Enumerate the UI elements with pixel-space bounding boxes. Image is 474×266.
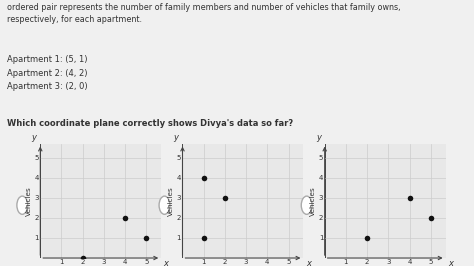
- Text: x: x: [306, 259, 311, 266]
- Text: x: x: [164, 259, 169, 266]
- Circle shape: [17, 196, 27, 214]
- Y-axis label: Vehicles: Vehicles: [26, 186, 32, 216]
- Text: ordered pair represents the number of family members and number of vehicles that: ordered pair represents the number of fa…: [7, 3, 401, 24]
- Text: y: y: [31, 134, 36, 143]
- Text: y: y: [316, 134, 321, 143]
- Text: Apartment 1: (5, 1)
Apartment 2: (4, 2)
Apartment 3: (2, 0): Apartment 1: (5, 1) Apartment 2: (4, 2) …: [7, 55, 88, 91]
- Circle shape: [159, 196, 170, 214]
- Text: y: y: [173, 134, 179, 143]
- Text: x: x: [448, 259, 453, 266]
- Text: Which coordinate plane correctly shows Divya's data so far?: Which coordinate plane correctly shows D…: [7, 119, 293, 128]
- Y-axis label: Vehicles: Vehicles: [168, 186, 174, 216]
- Circle shape: [301, 196, 312, 214]
- Y-axis label: Vehicles: Vehicles: [310, 186, 316, 216]
